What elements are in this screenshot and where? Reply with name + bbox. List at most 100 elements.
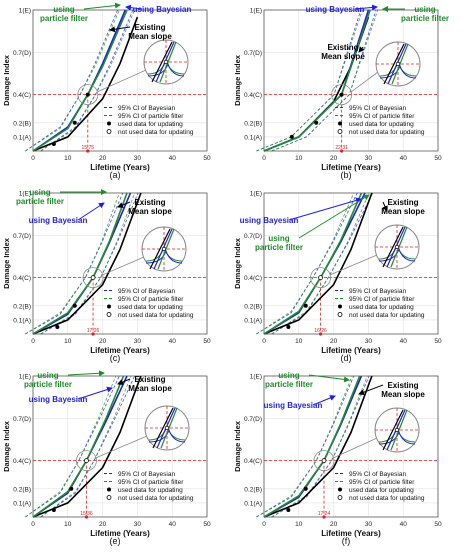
used-data-point bbox=[72, 120, 77, 125]
x-tick-label: 20 bbox=[99, 521, 107, 528]
legend-swatch-unused bbox=[106, 129, 112, 134]
zoom-connector bbox=[97, 69, 147, 92]
series-annotation: Existing bbox=[387, 381, 418, 390]
ci-curve bbox=[256, 192, 355, 335]
y-axis-label: Damage Index bbox=[233, 237, 242, 289]
x-tick-label: 40 bbox=[400, 338, 408, 345]
used-data-point bbox=[286, 507, 291, 512]
x-tick-label: 30 bbox=[134, 155, 142, 162]
y-tick-label: 0.1(A) bbox=[244, 500, 262, 507]
legend-swatch-used bbox=[338, 487, 342, 492]
panel-caption: (d) bbox=[341, 353, 352, 363]
crossing-value-label: 17.24 bbox=[318, 511, 331, 517]
plot-frame bbox=[263, 9, 439, 152]
unused-data-point bbox=[318, 275, 323, 280]
x-tick-label: 20 bbox=[330, 521, 338, 528]
series-line bbox=[263, 192, 373, 335]
y-tick-label: 0.7(D) bbox=[244, 416, 262, 423]
used-data-point bbox=[72, 303, 77, 308]
series-annotation: using bbox=[29, 188, 50, 197]
crossing-value-label: 17.26 bbox=[87, 328, 100, 334]
used-data-point bbox=[286, 324, 291, 329]
x-tick-label: 30 bbox=[365, 155, 373, 162]
zoom-existing-line bbox=[151, 41, 173, 83]
series-annotation: using Bayesian bbox=[29, 395, 88, 404]
series-annotation: Existing bbox=[387, 198, 418, 207]
plot-frame bbox=[263, 192, 439, 335]
y-axis-label: Damage Index bbox=[233, 54, 242, 106]
y-tick-label: 0.7(D) bbox=[244, 50, 262, 57]
legend-swatch-used bbox=[338, 304, 342, 309]
series-line bbox=[263, 375, 363, 518]
y-tick-label: 1(E) bbox=[19, 191, 31, 198]
x-tick-label: 0 bbox=[31, 338, 35, 345]
zoom-connector bbox=[330, 254, 378, 275]
x-tick-label: 30 bbox=[365, 521, 373, 528]
y-tick-label: 0.4(C) bbox=[244, 275, 262, 282]
zoom-bayes-distribution bbox=[378, 247, 416, 262]
ci-curve bbox=[40, 9, 135, 152]
series-annotation: using bbox=[53, 5, 74, 14]
legend-swatch-unused bbox=[337, 129, 343, 134]
legend-label: 95% CI of particle filter bbox=[349, 113, 415, 120]
annotation-arrow bbox=[77, 202, 105, 221]
series-line bbox=[263, 375, 373, 518]
y-tick-label: 0.2(B) bbox=[13, 486, 31, 493]
y-tick-label: 1(E) bbox=[250, 191, 262, 198]
series-annotation: Existing bbox=[134, 23, 165, 32]
zoom-existing-line bbox=[382, 409, 404, 451]
unused-data-point bbox=[84, 458, 89, 463]
x-tick-label: 0 bbox=[262, 521, 266, 528]
legend-label: not used data for updating bbox=[349, 129, 425, 136]
series-line bbox=[32, 192, 142, 335]
legend-label: not used data for updating bbox=[118, 129, 194, 136]
crossing-marker bbox=[91, 332, 95, 336]
y-axis-label: Damage Index bbox=[2, 237, 11, 289]
crossing-value-label: 22.31 bbox=[335, 145, 348, 151]
x-axis-label: Lifetime (Years) bbox=[321, 529, 381, 538]
y-axis-label: Damage Index bbox=[2, 420, 11, 472]
series-annotation: particle filter bbox=[255, 243, 303, 252]
plot-frame bbox=[32, 375, 208, 518]
x-tick-label: 10 bbox=[295, 155, 303, 162]
y-tick-label: 0.7(D) bbox=[13, 416, 31, 423]
x-tick-label: 10 bbox=[295, 521, 303, 528]
series-annotation: using Bayesian bbox=[264, 401, 323, 410]
ci-curve bbox=[271, 192, 370, 335]
used-data-point bbox=[314, 120, 319, 125]
legend-swatch-unused bbox=[337, 495, 343, 500]
series-annotation: using bbox=[278, 371, 299, 380]
series-line bbox=[263, 192, 363, 335]
ci-curve bbox=[256, 9, 363, 152]
chart-panel: 0 10 20 30 40 50 0.1(A) 0.2(B) 0.4(C) 0.7(D) 1(E) L… bbox=[233, 4, 449, 180]
zoom-point bbox=[395, 61, 401, 67]
legend-label: not used data for updating bbox=[349, 495, 425, 502]
y-tick-label: 0.7(D) bbox=[13, 233, 31, 240]
used-data-point bbox=[51, 141, 56, 146]
series-annotation: using bbox=[268, 234, 289, 243]
ci-curve bbox=[25, 192, 120, 335]
annotation-arrow bbox=[382, 201, 388, 212]
legend-label: not used data for updating bbox=[118, 312, 194, 319]
x-tick-label: 0 bbox=[262, 338, 266, 345]
series-line bbox=[32, 16, 139, 152]
legend-label: 95% CI of Bayesian bbox=[118, 105, 175, 112]
x-tick-label: 50 bbox=[203, 521, 211, 528]
x-tick-label: 50 bbox=[203, 338, 211, 345]
legend-label: 95% CI of particle filter bbox=[349, 479, 415, 486]
unused-data-point bbox=[90, 275, 96, 280]
x-tick-label: 20 bbox=[99, 155, 107, 162]
series-annotation: particle filter bbox=[265, 380, 313, 389]
legend-label: 95% CI of Bayesian bbox=[118, 288, 175, 295]
annotation-arrow bbox=[117, 201, 131, 208]
y-tick-label: 0.4(C) bbox=[13, 275, 31, 282]
ci-curve bbox=[256, 375, 355, 518]
chart-panel: 0 10 20 30 40 50 0.1(A) 0.2(B) 0.4(C) 0.7(D) 1(E) L… bbox=[233, 371, 442, 546]
x-tick-label: 50 bbox=[434, 521, 442, 528]
legend-swatch-used bbox=[107, 304, 111, 309]
x-tick-label: 30 bbox=[134, 521, 142, 528]
zoom-source-circle bbox=[76, 450, 97, 471]
zoom-inset bbox=[141, 226, 187, 272]
zoom-point bbox=[394, 244, 400, 250]
zoom-connector bbox=[96, 435, 148, 458]
